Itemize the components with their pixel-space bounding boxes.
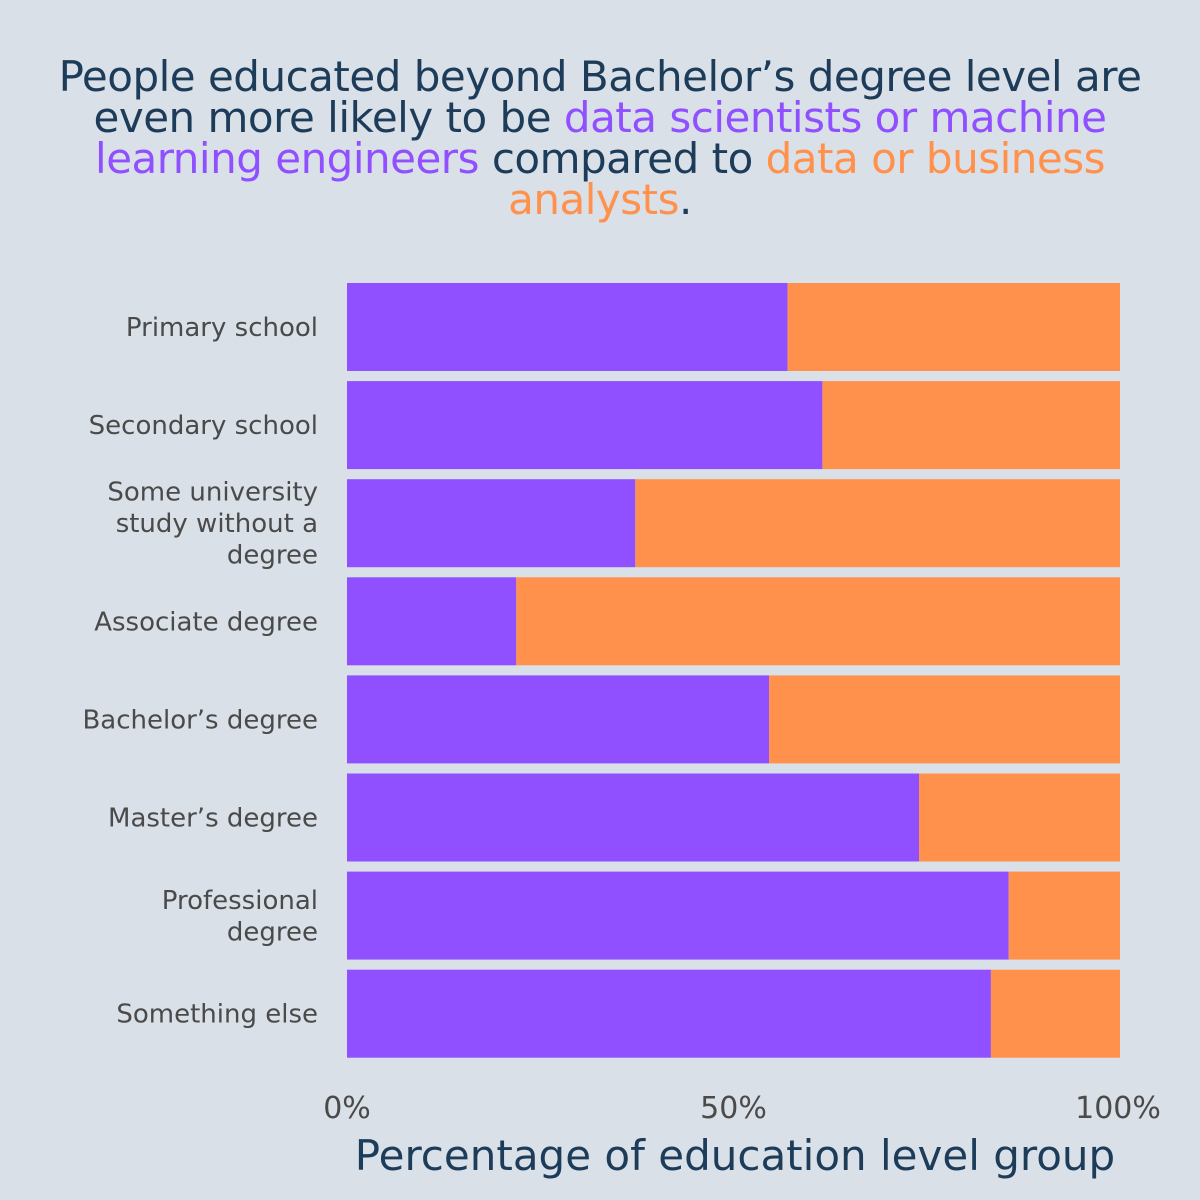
category-label-2-line-1: study without a bbox=[116, 509, 318, 539]
bar-analysts-2 bbox=[635, 479, 1120, 568]
bar-data-scientists-7 bbox=[347, 969, 991, 1058]
bars-group bbox=[347, 283, 1120, 1058]
bar-data-scientists-2 bbox=[347, 479, 636, 568]
bar-analysts-3 bbox=[516, 577, 1120, 666]
category-label-7: Something else bbox=[116, 1000, 318, 1030]
bar-analysts-5 bbox=[919, 773, 1120, 862]
title-highlight-data-scientists: data scientists or machine learning engi… bbox=[95, 93, 1107, 183]
x-tick-label-0: 0% bbox=[323, 1091, 371, 1126]
bar-data-scientists-4 bbox=[347, 675, 770, 764]
bar-data-scientists-6 bbox=[347, 871, 1009, 960]
bar-data-scientists-1 bbox=[347, 381, 823, 470]
category-label-6-line-0: Professional bbox=[162, 886, 318, 916]
bar-analysts-4 bbox=[769, 675, 1120, 764]
category-label-4: Bachelor’s degree bbox=[82, 705, 318, 735]
x-axis-ticks: 0% 50% 100% bbox=[323, 1091, 1161, 1126]
category-label-1: Secondary school bbox=[89, 411, 318, 441]
category-label-6-line-1: degree bbox=[227, 917, 318, 947]
category-label-0: Primary school bbox=[126, 313, 318, 343]
x-tick-label-2: 100% bbox=[1075, 1091, 1161, 1126]
category-label-2-line-0: Some university bbox=[107, 478, 318, 508]
title-highlight-analysts: data or business analysts bbox=[508, 134, 1105, 224]
category-label-5: Master’s degree bbox=[108, 804, 318, 834]
bar-analysts-7 bbox=[990, 969, 1120, 1058]
title-part-2: compared to bbox=[478, 134, 766, 183]
x-axis-title: Percentage of education level group bbox=[355, 1131, 1115, 1180]
category-labels: Primary school Secondary school Some unive… bbox=[82, 313, 318, 1030]
chart-title: People educated beyond Bachelor’s degree… bbox=[30, 56, 1170, 221]
category-label-3: Associate degree bbox=[94, 607, 318, 637]
bar-analysts-1 bbox=[822, 381, 1120, 470]
title-part-3: . bbox=[679, 175, 692, 224]
bar-analysts-0 bbox=[787, 283, 1120, 371]
bar-data-scientists-0 bbox=[347, 283, 788, 371]
x-tick-label-1: 50% bbox=[700, 1091, 767, 1126]
bar-analysts-6 bbox=[1008, 871, 1120, 960]
category-label-2-line-2: degree bbox=[227, 541, 318, 571]
title-part-1: People educated beyond Bachelor’s degree… bbox=[58, 52, 1142, 142]
bar-data-scientists-5 bbox=[347, 773, 920, 862]
bar-data-scientists-3 bbox=[347, 577, 517, 666]
